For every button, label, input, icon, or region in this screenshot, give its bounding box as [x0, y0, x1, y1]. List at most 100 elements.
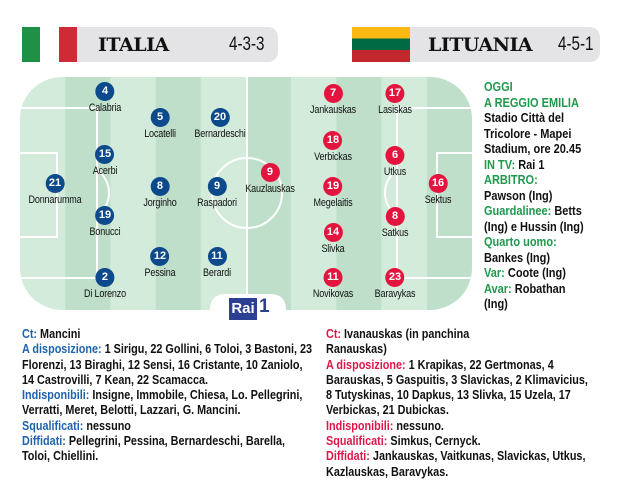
coach: Mancini	[40, 327, 81, 341]
home-notes: Ct: Mancini A disposizione: 1 Sirigu, 22…	[22, 327, 314, 465]
shirt-number: 7	[323, 84, 343, 103]
home-player: 5 Locatelli	[141, 108, 180, 140]
home-player: 12 Pessina	[141, 247, 179, 279]
match-info: OGGI A REGGIO EMILIA Stadio Città del Tr…	[484, 80, 623, 313]
bench-label: A disposizione:	[326, 357, 406, 372]
home-player: 4 Calabria	[85, 82, 124, 114]
player-name: Jorginho	[143, 197, 177, 209]
player-name: Kauzlauskas	[245, 183, 295, 195]
home-team-bar	[77, 27, 278, 62]
var-label: Var:	[484, 266, 505, 280]
warned-label: Diffidati:	[22, 434, 66, 449]
home-coach: Ct: Mancini	[22, 327, 314, 342]
tv-label: IN TV:	[484, 157, 516, 172]
shirt-number: 23	[385, 268, 405, 287]
player-name: Satkus	[381, 227, 409, 239]
away-player: 18 Verbickas	[310, 131, 356, 163]
coach-label: Ct:	[22, 327, 38, 341]
shirt-number: 20	[210, 108, 230, 127]
warned-label: Diffidati:	[326, 449, 370, 464]
shirt-number: 19	[323, 177, 343, 196]
shirt-number: 12	[150, 247, 170, 266]
player-name: Baravykas	[374, 288, 416, 300]
bench: 1 Krapikas, 22 Gertmonas, 4 Barauskas, 5…	[326, 357, 588, 418]
match-venue: Stadio Città del Tricolore - Mapei Stadi…	[484, 111, 582, 156]
away-notes: Ct: Ivanauskas (in panchina Ranauskas) A…	[326, 327, 593, 480]
coach-label: Ct:	[326, 327, 342, 341]
warned: Pellegrini, Pessina, Bernardeschi, Barel…	[22, 434, 286, 464]
pitch-stripe	[110, 77, 156, 310]
player-name: Pessina	[144, 267, 176, 279]
away-player: 19 Megelaitis	[309, 177, 357, 209]
away-coach: Ct: Ivanauskas (in panchina Ranauskas)	[326, 327, 481, 358]
unavailable-label: Indisponibili:	[22, 388, 90, 403]
shirt-number: 9	[207, 177, 227, 196]
rai-logo: Rai	[229, 298, 257, 320]
home-player: 15 Acerbi	[90, 145, 120, 177]
player-name: Bonucci	[89, 226, 121, 238]
pitch-stripe	[426, 77, 472, 310]
away-team-bar	[410, 27, 600, 62]
player-name: Bernardeschi	[194, 128, 246, 140]
shirt-number: 14	[323, 223, 343, 242]
shirt-number: 8	[385, 207, 405, 226]
avar-label: Avar:	[484, 281, 512, 296]
home-player: 8 Jorginho	[140, 177, 181, 209]
player-name: Novikovas	[312, 288, 354, 300]
referee-label: ARBITRO:	[484, 173, 538, 187]
shirt-number: 5	[150, 108, 170, 127]
home-player: 19 Bonucci	[86, 206, 124, 238]
suspended-label: Squalificati:	[326, 434, 388, 449]
suspended: nessuno	[86, 418, 131, 433]
away-suspended: Squalificati: Simkus, Cernyck.	[326, 434, 593, 449]
away-team-name: LITUANIA	[428, 34, 533, 56]
shirt-number: 16	[428, 174, 448, 193]
away-unavailable: Indisponibili: nessuno.	[326, 419, 593, 434]
home-warned: Diffidati: Pellegrini, Pessina, Bernarde…	[22, 434, 314, 465]
shirt-number: 17	[385, 84, 405, 103]
shirt-number: 8	[150, 177, 170, 196]
shirt-number: 18	[323, 131, 343, 150]
home-player: 20 Bernardeschi	[189, 108, 251, 140]
suspended: Simkus, Cernyck.	[390, 434, 481, 449]
var-line: Var: Coote (Ing)	[484, 266, 623, 282]
fourth-official: Bankes (Ing)	[484, 250, 551, 265]
player-name: Megelaitis	[313, 197, 353, 209]
rai-channel-number: 1	[259, 296, 270, 317]
home-team-name: ITALIA	[98, 34, 169, 56]
away-player: 17 Lasiskas	[374, 84, 415, 116]
unavailable: Insigne, Immobile, Chiesa, Lo. Pellegrin…	[22, 388, 303, 418]
bench-label: A disposizione:	[22, 342, 102, 357]
player-name: Lasiskas	[378, 104, 412, 116]
warned: Jankauskas, Vaitkunas, Slavickas, Utkus,…	[326, 449, 586, 479]
bench: 1 Sirigu, 22 Gollini, 6 Toloi, 3 Bastoni…	[22, 342, 313, 387]
fourth-official-label: Quarto uomo:	[484, 235, 557, 249]
player-name: Donnarumma	[28, 194, 82, 206]
referee: Pawson (Ing)	[484, 188, 553, 203]
linesmen: Betts (Ing) e Hussin (Ing)	[484, 204, 584, 234]
home-unavailable: Indisponibili: Insigne, Immobile, Chiesa…	[22, 388, 314, 419]
lithuania-flag	[352, 27, 410, 62]
coach: Ivanauskas (in panchina Ranauskas)	[326, 327, 470, 357]
match-day: OGGI	[484, 80, 513, 94]
shirt-number: 6	[385, 146, 405, 165]
away-player: 11 Novikovas	[309, 268, 358, 300]
var: Coote (Ing)	[507, 266, 566, 280]
away-player: 6 Utkus	[381, 146, 408, 178]
tv-line: IN TV: Rai 1	[484, 158, 623, 174]
suspended-label: Squalificati:	[22, 418, 84, 433]
player-name: Verbickas	[314, 151, 352, 163]
player-name: Locatelli	[144, 128, 176, 140]
pitch-stripe	[336, 77, 382, 310]
home-formation: 4-3-3	[229, 34, 265, 55]
home-player: 9 Raspadori	[193, 177, 241, 209]
shirt-number: 11	[207, 247, 227, 266]
italy-flag-red	[59, 27, 77, 62]
home-player: 11 Berardi	[200, 247, 234, 279]
away-bench: A disposizione: 1 Krapikas, 22 Gertmonas…	[326, 358, 593, 419]
unavailable-label: Indisponibili:	[326, 418, 394, 433]
home-bench: A disposizione: 1 Sirigu, 22 Gollini, 6 …	[22, 342, 314, 388]
player-name: Utkus	[383, 166, 407, 178]
away-player: 14 Slivka	[319, 223, 347, 255]
linesmen-label: Guardalinee:	[484, 204, 552, 218]
